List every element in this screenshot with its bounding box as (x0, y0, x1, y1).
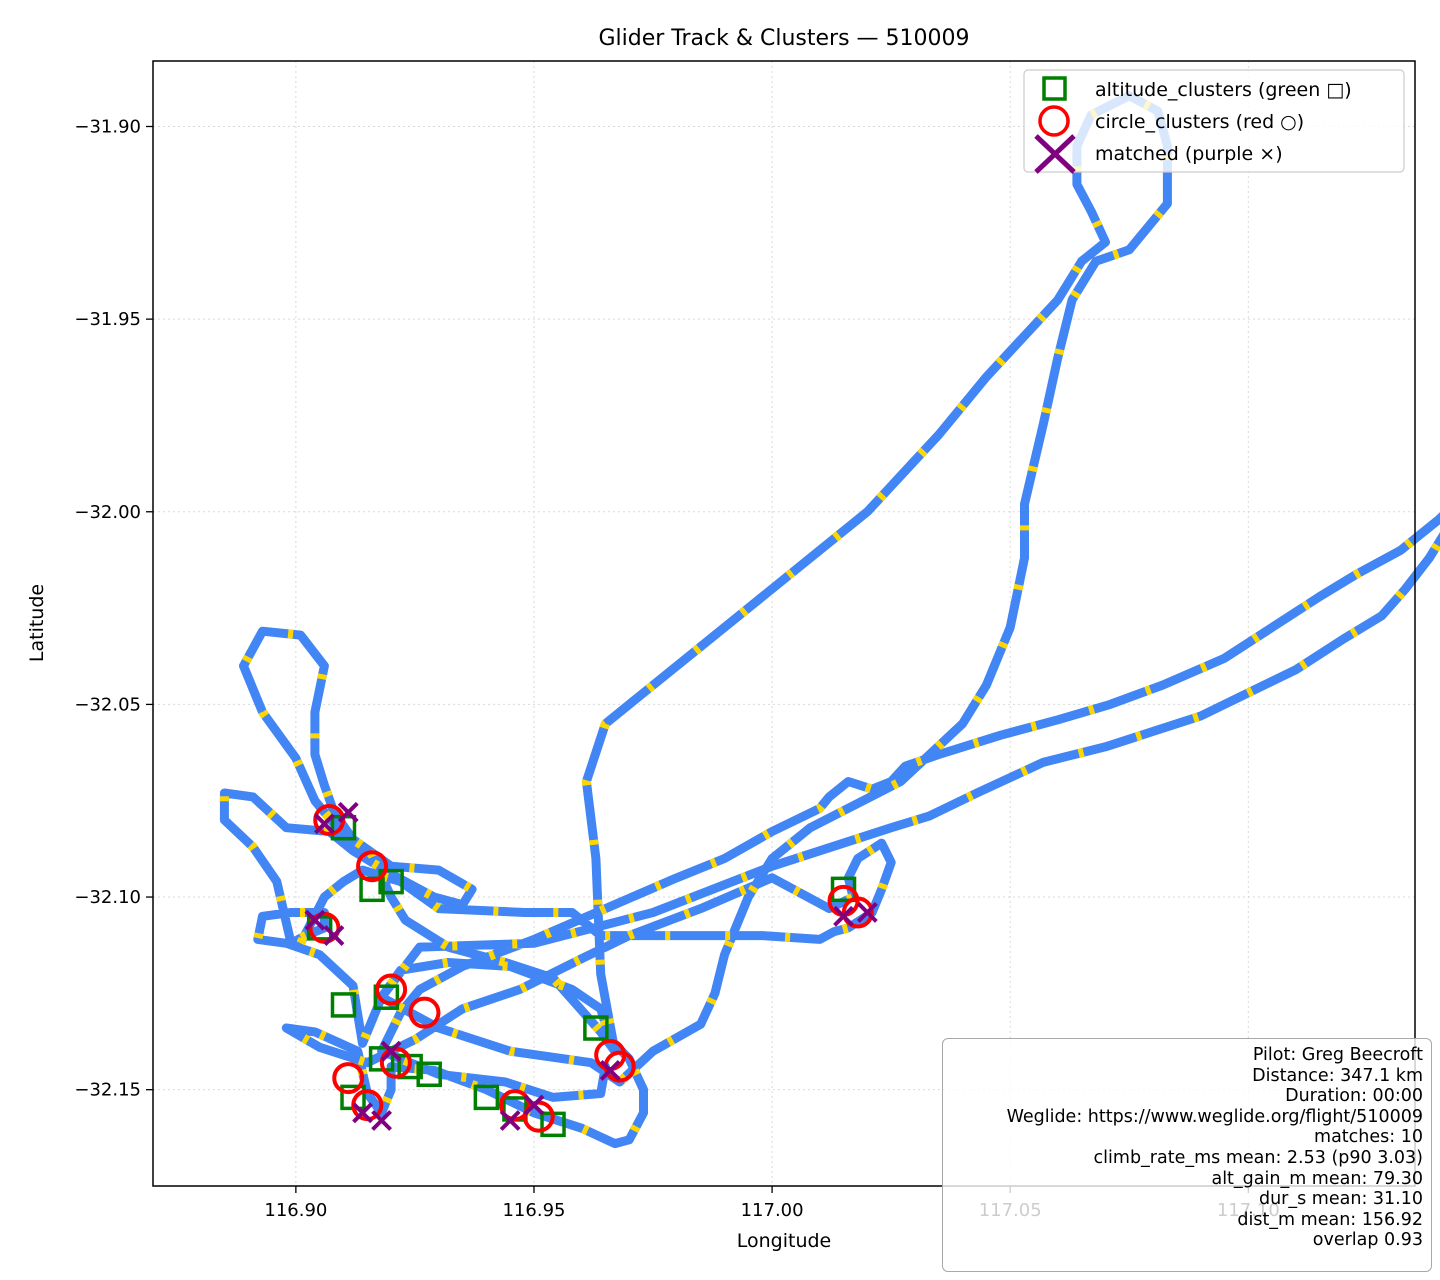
circle-cluster-marker (408, 996, 441, 1029)
marker-layer (304, 801, 878, 1138)
x-axis-label: Longitude (737, 1230, 832, 1252)
stats-overlap: overlap 0.93 (1312, 1230, 1423, 1251)
matched-marker (833, 905, 854, 927)
matched-marker (380, 1040, 402, 1062)
circle-cluster-marker (332, 1062, 365, 1095)
matched-marker (523, 1094, 545, 1116)
stats-distance: Distance: 347.1 km (1252, 1065, 1423, 1086)
circle-cluster-marker (356, 850, 389, 883)
matched-marker (304, 909, 326, 931)
stats-box: Pilot: Greg Beecroft Distance: 347.1 km … (942, 1038, 1432, 1272)
stats-alt-gain: alt_gain_m mean: 79.30 (1211, 1168, 1423, 1189)
stats-distance-mean: dist_m mean: 156.92 (1237, 1209, 1423, 1230)
altitude-cluster-marker (378, 868, 404, 895)
y-tick-label: −31.95 (74, 309, 141, 330)
y-tick-label: −31.90 (74, 116, 141, 137)
altitude-cluster-marker (330, 992, 357, 1018)
stats-duration: Duration: 00:00 (1285, 1086, 1423, 1107)
matched-marker (599, 1060, 621, 1081)
matched-marker (856, 902, 878, 923)
track-line (219, 91, 1440, 1149)
x-tick-label: 116.95 (502, 1200, 565, 1221)
stats-pilot: Pilot: Greg Beecroft (1252, 1045, 1423, 1065)
chart-title: Glider Track & Clusters — 510009 (598, 26, 969, 51)
legend-label-altitude: altitude_clusters (green □) (1095, 79, 1352, 101)
y-tick-label: −32.10 (74, 887, 141, 908)
legend-swatch-altitude (1042, 76, 1067, 101)
matched-marker (371, 1110, 393, 1131)
x-tick-label: 116.90 (264, 1200, 327, 1221)
circle-cluster-marker (841, 896, 874, 929)
matched-marker (337, 801, 359, 823)
legend-swatch-matched (1034, 134, 1076, 174)
matched-marker (499, 1110, 521, 1131)
stats-climb-rate: climb_rate_ms mean: 2.53 (p90 3.03) (1093, 1147, 1423, 1168)
matched-marker (323, 925, 345, 946)
altitude-cluster-marker (583, 1015, 609, 1041)
stats-weglide: Weglide: https://www.weglide.org/flight/… (1006, 1106, 1423, 1127)
plot-frame (152, 60, 1416, 1187)
legend-label-matched: matched (purple ×) (1095, 143, 1283, 165)
legend: altitude_clusters (green □) circle_clust… (1023, 69, 1405, 174)
circle-cluster-marker (308, 911, 341, 944)
legend-box (1023, 69, 1405, 173)
track-layer (219, 91, 1440, 1149)
x-tick-label: 117.00 (741, 1200, 804, 1221)
altitude-cluster-marker (373, 984, 400, 1010)
y-axis-label: Latitude (26, 584, 48, 662)
y-tick-label: −32.05 (74, 694, 141, 715)
stats-matches: matches: 10 (1314, 1127, 1423, 1148)
altitude-cluster-marker (473, 1084, 500, 1111)
matched-marker (314, 813, 335, 835)
circle-cluster-marker (375, 973, 408, 1006)
stats-duration-mean: dur_s mean: 31.10 (1258, 1189, 1423, 1210)
legend-swatch-circle (1038, 105, 1070, 137)
y-tick-label: −32.15 (74, 1080, 141, 1101)
y-tick-label: −32.00 (74, 502, 141, 523)
altitude-cluster-marker (416, 1061, 442, 1088)
legend-label-circle: circle_clusters (red ○) (1095, 111, 1304, 133)
matched-marker (352, 1102, 373, 1124)
